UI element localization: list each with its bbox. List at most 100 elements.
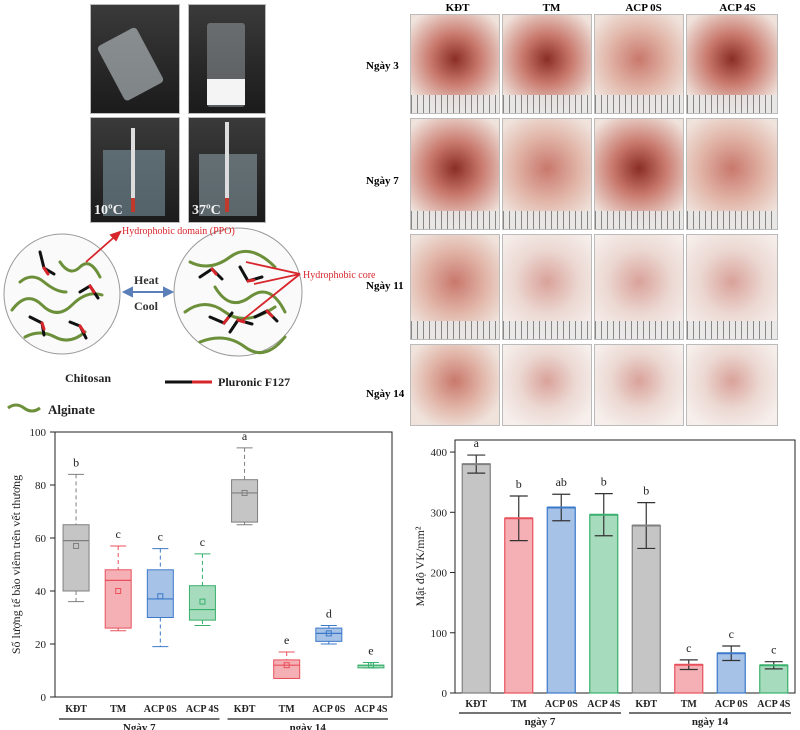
- x-tick-label: TM: [279, 704, 296, 715]
- box-2: c: [146, 530, 174, 648]
- wound-photo: [502, 344, 592, 426]
- group-label: ngày 7: [525, 716, 556, 728]
- significance-letter: c: [200, 535, 205, 549]
- x-tick-label: KĐT: [234, 704, 256, 715]
- wound-photo: [594, 234, 684, 340]
- x-tick-label: ACP 0S: [312, 704, 346, 715]
- wound-photo: [686, 14, 778, 114]
- x-tick-label: TM: [110, 704, 127, 715]
- bacteria-density-bar-chart: 0 100 200 300 400 Mật độ VK/mm² a KĐT b TM ab ACP 0…: [413, 436, 796, 728]
- iqr-box: [104, 569, 132, 629]
- y-tick-label: 0: [442, 688, 448, 700]
- mean-marker: [241, 489, 248, 496]
- significance-letter: c: [158, 530, 163, 544]
- mean-marker: [367, 662, 374, 669]
- mean-marker: [325, 630, 332, 637]
- iqr-box: [188, 585, 216, 621]
- y-tick-label: 200: [431, 568, 448, 580]
- box-1: c: [104, 527, 132, 632]
- bar: [504, 517, 534, 694]
- x-tick-label: TM: [511, 699, 528, 710]
- x-tick-label: TM: [681, 699, 698, 710]
- x-tick-label: ACP 4S: [587, 699, 621, 710]
- box-5: e: [273, 633, 301, 679]
- wound-photo: [502, 118, 592, 230]
- bar: [546, 506, 576, 694]
- significance-letter: a: [242, 429, 248, 443]
- y-tick-label: 300: [431, 507, 448, 519]
- mean-marker: [73, 542, 80, 549]
- box-4: a: [231, 429, 259, 526]
- bar: [461, 463, 491, 694]
- x-tick-label: ACP 0S: [545, 699, 579, 710]
- significance-letter: b: [601, 475, 607, 489]
- bar: [631, 524, 661, 694]
- mean-marker: [283, 662, 290, 669]
- significance-letter: c: [771, 643, 776, 657]
- y-tick-label: 100: [431, 628, 448, 640]
- iqr-box: [231, 479, 259, 523]
- beaker-label-10c: 10ºC: [94, 203, 123, 218]
- y-tick-label: 0: [41, 692, 47, 704]
- y-tick-label: 40: [35, 586, 47, 598]
- iqr-box: [315, 627, 343, 642]
- cool-label: Cool: [134, 299, 159, 313]
- significance-letter: c: [686, 641, 691, 655]
- box-6: d: [315, 606, 343, 645]
- y-axis-label: Số lượng tế bào viêm trên vết thương: [9, 475, 23, 654]
- wound-photo: [410, 118, 500, 230]
- row-label-day-11: Ngày 11: [366, 280, 404, 292]
- significance-letter: ab: [556, 475, 567, 489]
- gel-state-circle: [173, 227, 303, 357]
- wound-photo: [502, 14, 592, 114]
- significance-letter: d: [326, 606, 332, 620]
- beaker-photo-37c: 37ºC: [188, 117, 266, 223]
- group-label: Ngày 7: [123, 722, 156, 730]
- wound-photo: [594, 14, 684, 114]
- x-tick-label: ACP 4S: [757, 699, 791, 710]
- row-label-day-14: Ngày 14: [366, 388, 405, 400]
- col-label-kdt: KĐT: [445, 2, 470, 14]
- box-0: b: [62, 455, 90, 603]
- significance-letter: b: [643, 484, 649, 498]
- mean-marker: [115, 588, 122, 594]
- x-tick-label: KĐT: [65, 704, 87, 715]
- x-tick-label: KĐT: [465, 699, 487, 710]
- y-tick-label: 100: [30, 427, 47, 439]
- group-label: ngày 14: [290, 722, 327, 730]
- y-tick-label: 20: [35, 639, 47, 651]
- y-tick-label: 80: [35, 480, 47, 492]
- plot-frame: [54, 431, 393, 698]
- box-7: e: [357, 644, 385, 669]
- wound-photo: [686, 234, 778, 340]
- y-tick-label: 400: [431, 447, 448, 459]
- x-tick-label: ACP 0S: [715, 699, 749, 710]
- significance-letter: e: [284, 633, 289, 647]
- wound-photo: [502, 234, 592, 340]
- significance-letter: b: [516, 477, 522, 491]
- significance-letter: a: [474, 436, 480, 450]
- y-tick-label: 60: [35, 533, 47, 545]
- hydrophobic-core-label: Hydrophobic core: [303, 270, 376, 281]
- wound-photo-grid: KĐT TM ACP 0S ACP 4S Ngày 3 Ngày 7 Ngày …: [366, 0, 800, 426]
- wound-photo: [594, 344, 684, 426]
- wound-photo: [686, 118, 778, 230]
- pluronic-label: Pluronic F127: [218, 375, 290, 389]
- wound-photo: [594, 118, 684, 230]
- heat-label: Heat: [134, 273, 159, 287]
- col-label-tm: TM: [542, 2, 561, 14]
- ppo-domain-label: Hydrophobic domain (PPO): [122, 226, 235, 237]
- col-label-acp-4s: ACP 4S: [719, 2, 756, 14]
- wound-photo: [410, 344, 500, 426]
- bar: [759, 664, 789, 694]
- col-label-acp-0s: ACP 0S: [625, 2, 662, 14]
- bar: [589, 514, 619, 694]
- alginate-label: Alginate: [48, 402, 95, 417]
- beaker-label-37c: 37ºC: [192, 203, 221, 218]
- wound-photo: [410, 14, 500, 114]
- beaker-photo-10c: 10ºC: [90, 117, 180, 223]
- plot-frame: [454, 439, 796, 694]
- significance-letter: c: [116, 527, 121, 541]
- x-tick-label: ACP 4S: [354, 704, 388, 715]
- mean-marker: [199, 598, 206, 605]
